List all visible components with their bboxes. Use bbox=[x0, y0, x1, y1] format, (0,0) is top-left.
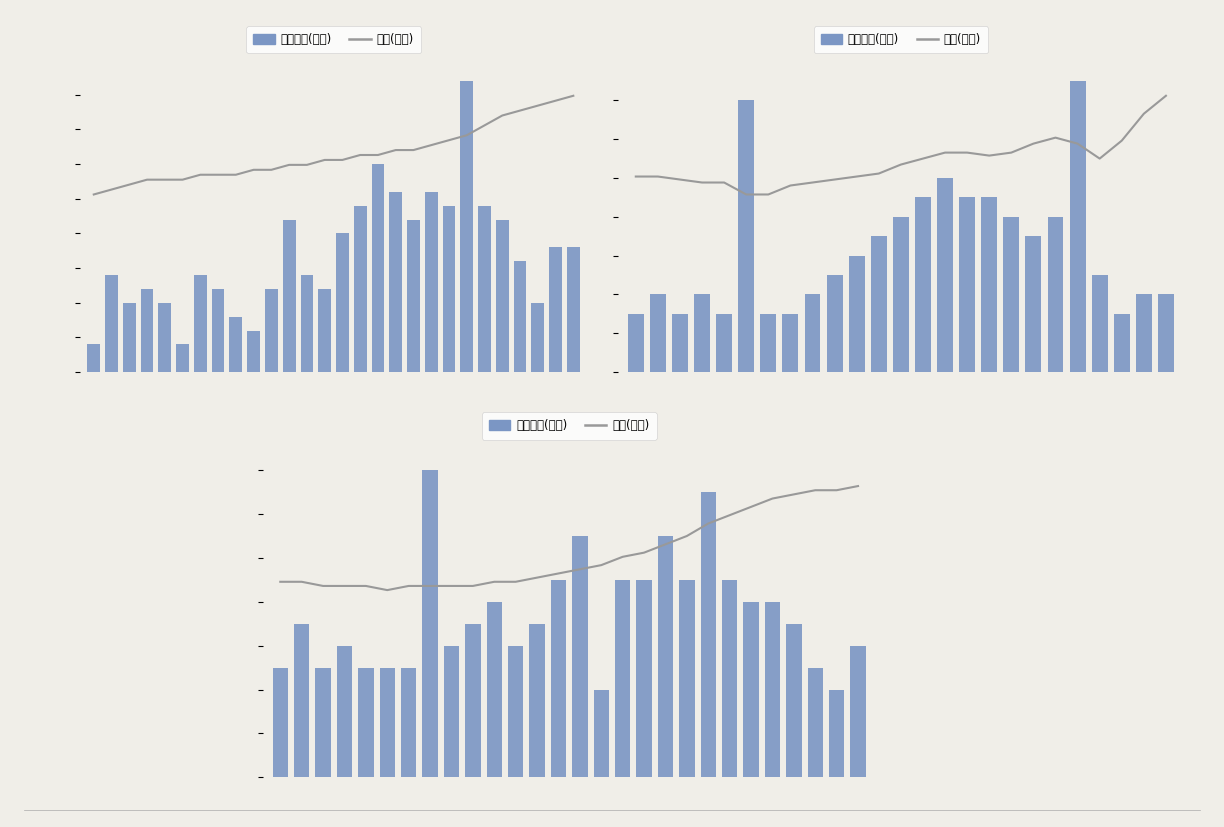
Bar bbox=[829, 690, 845, 777]
Bar bbox=[229, 317, 242, 372]
Bar bbox=[508, 646, 524, 777]
Bar bbox=[354, 206, 366, 372]
Bar bbox=[808, 667, 823, 777]
Bar bbox=[87, 344, 100, 372]
Bar bbox=[672, 314, 688, 372]
Bar bbox=[550, 247, 562, 372]
Bar bbox=[141, 289, 153, 372]
Bar bbox=[359, 667, 373, 777]
Bar bbox=[782, 314, 798, 372]
Bar bbox=[1070, 81, 1086, 372]
Bar bbox=[337, 233, 349, 372]
Bar bbox=[657, 536, 673, 777]
Bar bbox=[193, 275, 207, 372]
Bar bbox=[551, 580, 567, 777]
Bar bbox=[496, 219, 509, 372]
Bar bbox=[851, 646, 865, 777]
Bar bbox=[1158, 294, 1174, 372]
Bar bbox=[176, 344, 188, 372]
Bar bbox=[594, 690, 610, 777]
Bar bbox=[425, 192, 438, 372]
Bar bbox=[738, 100, 754, 372]
Bar bbox=[1136, 294, 1152, 372]
Bar bbox=[1114, 314, 1130, 372]
Bar bbox=[337, 646, 353, 777]
Bar bbox=[1004, 217, 1020, 372]
Bar bbox=[722, 580, 737, 777]
Bar bbox=[514, 261, 526, 372]
Bar bbox=[529, 624, 545, 777]
Bar bbox=[122, 303, 136, 372]
Bar bbox=[1048, 217, 1064, 372]
Bar bbox=[636, 580, 651, 777]
Bar bbox=[389, 192, 403, 372]
Bar bbox=[316, 667, 330, 777]
Bar bbox=[743, 602, 759, 777]
Bar bbox=[264, 289, 278, 372]
Bar bbox=[894, 217, 908, 372]
Bar bbox=[700, 492, 716, 777]
Bar bbox=[531, 303, 545, 372]
Bar bbox=[401, 667, 416, 777]
Bar bbox=[479, 206, 491, 372]
Bar bbox=[372, 164, 384, 372]
Bar bbox=[444, 646, 459, 777]
Bar bbox=[614, 580, 630, 777]
Bar bbox=[567, 247, 580, 372]
Bar bbox=[870, 237, 886, 372]
Bar bbox=[679, 580, 694, 777]
Bar bbox=[247, 331, 259, 372]
Bar bbox=[650, 294, 666, 372]
Bar bbox=[301, 275, 313, 372]
Bar bbox=[105, 275, 118, 372]
Bar bbox=[716, 314, 732, 372]
Bar bbox=[826, 275, 842, 372]
Bar bbox=[318, 289, 330, 372]
Bar bbox=[212, 289, 224, 372]
Bar bbox=[422, 471, 438, 777]
Bar bbox=[1092, 275, 1108, 372]
Bar bbox=[1026, 237, 1042, 372]
Bar bbox=[916, 198, 931, 372]
Bar bbox=[960, 198, 976, 372]
Bar bbox=[443, 206, 455, 372]
Bar bbox=[982, 198, 998, 372]
Bar bbox=[283, 219, 295, 372]
Bar bbox=[465, 624, 481, 777]
Legend: 销售面积(左轴), 价格(右轴): 销售面积(左轴), 价格(右轴) bbox=[482, 413, 656, 439]
Bar bbox=[572, 536, 588, 777]
Bar bbox=[460, 81, 474, 372]
Legend: 销售面积(左轴), 价格(右轴): 销售面积(左轴), 价格(右轴) bbox=[814, 26, 988, 53]
Bar bbox=[765, 602, 780, 777]
Bar bbox=[628, 314, 644, 372]
Bar bbox=[848, 256, 864, 372]
Bar bbox=[158, 303, 171, 372]
Bar bbox=[938, 178, 953, 372]
Bar bbox=[294, 624, 310, 777]
Bar bbox=[487, 602, 502, 777]
Bar bbox=[694, 294, 710, 372]
Bar bbox=[760, 314, 776, 372]
Bar bbox=[408, 219, 420, 372]
Legend: 销售面积(左轴), 价格(右轴): 销售面积(左轴), 价格(右轴) bbox=[246, 26, 421, 53]
Bar bbox=[804, 294, 820, 372]
Bar bbox=[273, 667, 288, 777]
Bar bbox=[786, 624, 802, 777]
Bar bbox=[379, 667, 395, 777]
